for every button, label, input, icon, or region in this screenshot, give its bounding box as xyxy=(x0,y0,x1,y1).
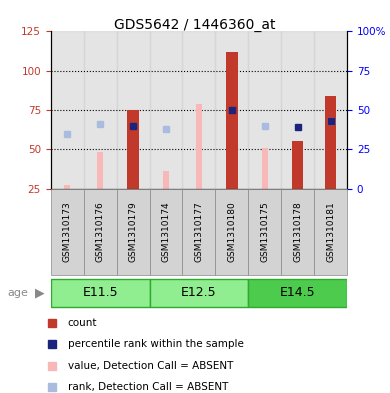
Bar xyxy=(117,189,149,275)
Text: E11.5: E11.5 xyxy=(82,286,118,299)
Text: GDS5642 / 1446360_at: GDS5642 / 1446360_at xyxy=(114,18,276,32)
Text: GSM1310175: GSM1310175 xyxy=(260,202,269,262)
Bar xyxy=(314,31,347,189)
Bar xyxy=(83,31,117,189)
Bar xyxy=(325,96,337,189)
Bar xyxy=(262,148,268,189)
Bar xyxy=(248,279,347,307)
Text: percentile rank within the sample: percentile rank within the sample xyxy=(68,339,244,349)
Text: count: count xyxy=(68,318,98,328)
Bar xyxy=(248,189,281,275)
Bar xyxy=(281,31,314,189)
Bar xyxy=(183,189,215,275)
Text: GSM1310173: GSM1310173 xyxy=(63,202,72,262)
Text: GSM1310178: GSM1310178 xyxy=(293,202,302,262)
Bar xyxy=(149,279,248,307)
Text: rank, Detection Call = ABSENT: rank, Detection Call = ABSENT xyxy=(68,382,228,392)
Bar xyxy=(281,189,314,275)
Text: E14.5: E14.5 xyxy=(280,286,316,299)
Bar xyxy=(97,152,103,189)
Bar xyxy=(248,31,281,189)
Text: GSM1310177: GSM1310177 xyxy=(194,202,204,262)
Text: value, Detection Call = ABSENT: value, Detection Call = ABSENT xyxy=(68,361,233,371)
Text: GSM1310180: GSM1310180 xyxy=(227,202,236,262)
Bar xyxy=(64,185,70,189)
Text: ▶: ▶ xyxy=(35,286,45,299)
Bar xyxy=(292,141,303,189)
Bar xyxy=(83,189,117,275)
Bar xyxy=(215,189,248,275)
Bar xyxy=(226,52,238,189)
Bar xyxy=(51,279,149,307)
Bar xyxy=(149,31,183,189)
Text: GSM1310176: GSM1310176 xyxy=(96,202,105,262)
Bar xyxy=(183,31,215,189)
Bar xyxy=(51,189,83,275)
Bar xyxy=(196,104,202,189)
Bar xyxy=(149,189,183,275)
Text: age: age xyxy=(8,288,29,298)
Bar xyxy=(163,171,169,189)
Text: GSM1310181: GSM1310181 xyxy=(326,202,335,262)
Text: GSM1310179: GSM1310179 xyxy=(129,202,138,262)
Bar xyxy=(127,110,139,189)
Bar xyxy=(314,189,347,275)
Bar xyxy=(117,31,149,189)
Bar xyxy=(215,31,248,189)
Bar xyxy=(51,31,83,189)
Text: GSM1310174: GSM1310174 xyxy=(161,202,170,262)
Text: E12.5: E12.5 xyxy=(181,286,217,299)
